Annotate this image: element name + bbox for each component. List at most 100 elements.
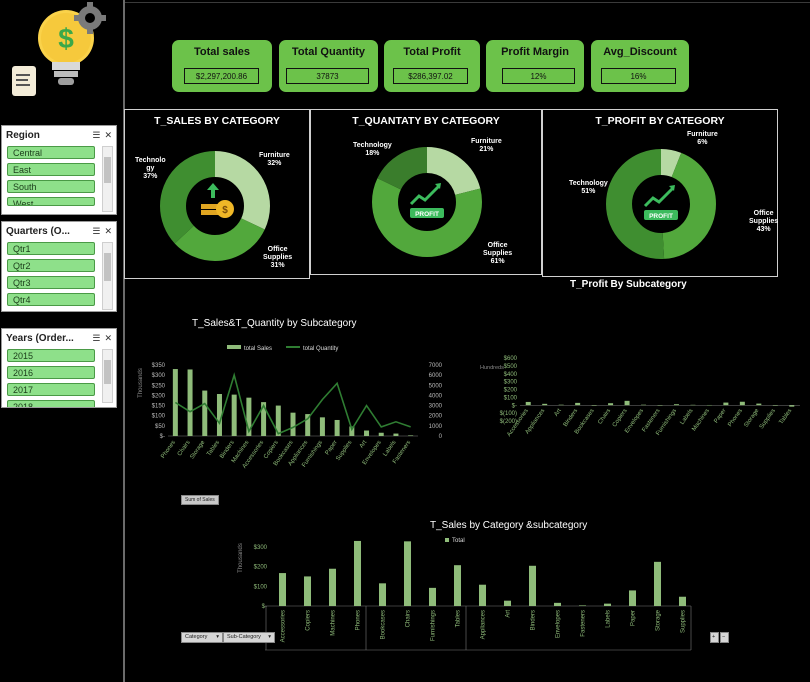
- region-slicer[interactable]: Region ☰ ✕ Central East South West: [1, 125, 117, 215]
- sales-bar[interactable]: [261, 402, 267, 436]
- region-scrollbar[interactable]: [102, 146, 113, 212]
- profit-bar[interactable]: [657, 405, 663, 406]
- profit-bar[interactable]: [706, 404, 712, 406]
- multi-select-icon[interactable]: ☰: [92, 332, 101, 343]
- slicer-item-qtr2[interactable]: Qtr2: [7, 259, 95, 272]
- sales-bar[interactable]: [429, 587, 436, 606]
- profit-by-category-panel[interactable]: T_PROFIT BY CATEGORY PROFIT Furniture 6%…: [542, 109, 778, 277]
- sales-bar[interactable]: [354, 540, 361, 606]
- sales-bar[interactable]: [290, 412, 296, 436]
- profit-bar[interactable]: [756, 403, 762, 406]
- collapse-field-button[interactable]: −: [720, 632, 729, 643]
- sales-bar[interactable]: [202, 390, 208, 436]
- sales-bar[interactable]: [604, 603, 611, 606]
- quarters-slicer[interactable]: Quarters (O... ☰ ✕ Qtr1 Qtr2 Qtr3 Qtr4: [1, 221, 117, 312]
- multi-select-icon[interactable]: ☰: [92, 129, 101, 140]
- sales-bar[interactable]: [629, 590, 636, 606]
- sales-bar[interactable]: [187, 369, 193, 436]
- quantity-by-category-panel[interactable]: T_QUANTATY BY CATEGORY PROFIT Furniture …: [310, 109, 542, 275]
- sales-bar[interactable]: [319, 417, 325, 436]
- x-tick-label: Chairs: [177, 440, 192, 458]
- sales-bar[interactable]: [408, 435, 414, 436]
- sales-bar[interactable]: [275, 405, 281, 436]
- sales-bar[interactable]: [231, 394, 237, 436]
- slicer-item-south[interactable]: South: [7, 180, 95, 193]
- profit-subcategory-chart[interactable]: Hundreds $(200) $(100) $- $100$200 $300 $400 $5…: [470, 345, 805, 460]
- lightbulb-logo-icon: $: [12, 2, 106, 96]
- profit-bar[interactable]: [608, 403, 614, 406]
- dropdown-arrow-icon[interactable]: ▾: [268, 634, 271, 640]
- quarters-scroll-thumb[interactable]: [104, 253, 111, 281]
- kpi-value: 12%: [502, 68, 575, 84]
- expand-field-button[interactable]: +: [710, 632, 719, 643]
- clear-filter-icon[interactable]: ✕: [104, 332, 112, 343]
- sales-bar[interactable]: [246, 397, 252, 436]
- sales-bar[interactable]: [329, 568, 336, 606]
- panel-title: T_SALES BY CATEGORY: [154, 115, 280, 127]
- sales-category-subcategory-chart[interactable]: Total Thousands $- $100 $200 $300 Accessories C…: [230, 530, 700, 660]
- panel-title: T_PROFIT BY CATEGORY: [595, 115, 725, 127]
- slicer-item-2015[interactable]: 2015: [7, 349, 95, 362]
- sales-bar[interactable]: [378, 432, 384, 436]
- years-slicer-title: Years (Order...: [6, 332, 74, 344]
- slicer-item-qtr1[interactable]: Qtr1: [7, 242, 95, 255]
- sales-bar[interactable]: [305, 414, 311, 436]
- slicer-item-central[interactable]: Central: [7, 146, 95, 159]
- profit-bar[interactable]: [558, 404, 564, 406]
- slicer-item-2017[interactable]: 2017: [7, 383, 95, 396]
- profit-bar[interactable]: [591, 405, 597, 406]
- multi-select-icon[interactable]: ☰: [92, 225, 101, 236]
- category-filter-button[interactable]: Category ▾: [181, 632, 223, 643]
- slicer-item-west[interactable]: West: [7, 197, 95, 206]
- dropdown-arrow-icon[interactable]: ▾: [216, 634, 219, 640]
- clear-filter-icon[interactable]: ✕: [104, 225, 112, 236]
- y-right-tick-label: 5000: [429, 383, 443, 389]
- sales-bar[interactable]: [654, 561, 661, 606]
- profit-bar[interactable]: [542, 403, 548, 406]
- subcategory-filter-button[interactable]: Sub-Category ▾: [223, 632, 275, 643]
- chart-legend: total Sales total Quantity: [227, 345, 338, 352]
- sales-bar[interactable]: [504, 600, 511, 606]
- profit-bar[interactable]: [772, 405, 778, 406]
- sales-bar[interactable]: [216, 394, 222, 436]
- quantity-line[interactable]: [174, 372, 411, 435]
- sales-bar[interactable]: [529, 565, 536, 606]
- slicer-item-2018[interactable]: 2018: [7, 400, 95, 407]
- sales-bar[interactable]: [349, 426, 355, 436]
- profit-bar[interactable]: [789, 405, 795, 407]
- sales-bar[interactable]: [679, 596, 686, 606]
- sales-bar[interactable]: [404, 541, 411, 606]
- profit-bar[interactable]: [525, 401, 531, 406]
- sales-bar[interactable]: [379, 583, 386, 606]
- profit-bar[interactable]: [575, 402, 581, 406]
- profit-bar[interactable]: [739, 401, 745, 406]
- profit-bar[interactable]: [723, 402, 729, 406]
- years-slicer[interactable]: Years (Order... ☰ ✕ 2015 2016 2017 2018: [1, 328, 117, 408]
- years-scroll-thumb[interactable]: [104, 360, 111, 384]
- profit-bar[interactable]: [673, 404, 679, 406]
- clear-filter-icon[interactable]: ✕: [104, 129, 112, 140]
- slicer-item-2016[interactable]: 2016: [7, 366, 95, 379]
- profit-bar[interactable]: [624, 400, 630, 406]
- slicer-item-east[interactable]: East: [7, 163, 95, 176]
- years-scrollbar[interactable]: [102, 349, 113, 403]
- slicer-item-qtr4[interactable]: Qtr4: [7, 293, 95, 306]
- sales-quantity-combo-chart[interactable]: total Sales total Quantity Thousands $- $50 $…: [130, 335, 450, 470]
- sales-bar[interactable]: [393, 433, 399, 436]
- sales-bar[interactable]: [364, 430, 370, 436]
- sum-of-sales-field-button[interactable]: Sum of Sales: [181, 495, 219, 505]
- sales-bar[interactable]: [479, 584, 486, 606]
- sales-bar[interactable]: [454, 565, 461, 606]
- quarters-scrollbar[interactable]: [102, 242, 113, 310]
- sales-by-category-panel[interactable]: T_SALES BY CATEGORY $ Furniture 32% Tech…: [124, 109, 310, 279]
- region-scroll-thumb[interactable]: [104, 157, 111, 183]
- profit-bar[interactable]: [690, 404, 696, 406]
- slicer-item-qtr3[interactable]: Qtr3: [7, 276, 95, 289]
- profit-bar[interactable]: [641, 404, 647, 406]
- sales-bar[interactable]: [304, 576, 311, 606]
- sales-bar[interactable]: [334, 419, 340, 436]
- x-tick-label: Binders: [563, 408, 580, 428]
- sales-bar[interactable]: [554, 602, 561, 606]
- sales-bar[interactable]: [279, 573, 286, 606]
- sales-bar[interactable]: [579, 605, 586, 606]
